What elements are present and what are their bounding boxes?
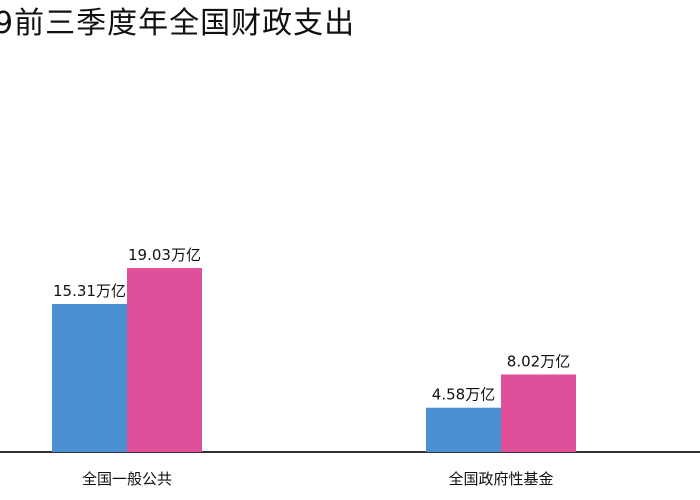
bar-1-1	[52, 304, 127, 452]
data-label-1-2: 19.03万亿	[128, 246, 201, 264]
data-label-2-2: 8.02万亿	[507, 352, 570, 370]
data-label-2-1: 4.58万亿	[432, 386, 495, 404]
bar-1-2	[127, 268, 202, 452]
chart-title: 9前三季度年全国财政支出	[0, 6, 356, 41]
bar-2-2	[501, 374, 576, 452]
category-label-1: 全国一般公共	[82, 470, 172, 488]
category-label-2: 全国政府性基金	[448, 470, 553, 488]
data-label-1-1: 15.31万亿	[53, 282, 126, 300]
bar-2-1	[426, 407, 501, 452]
